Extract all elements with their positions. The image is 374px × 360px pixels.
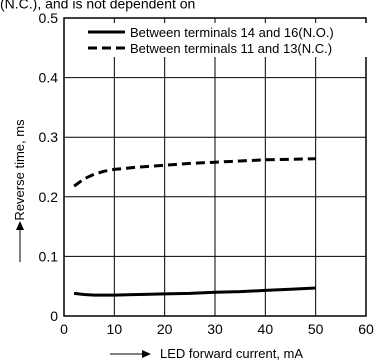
x-axis-label: LED forward current, mA xyxy=(160,346,303,360)
legend: Between terminals 14 and 16(N.O.)Between… xyxy=(84,23,370,57)
y-axis-arrow-head xyxy=(16,221,24,230)
x-axis-title: LED forward current, mA xyxy=(110,346,303,360)
x-tick-label: 60 xyxy=(358,321,374,337)
legend-label-2: Between terminals 11 and 13(N.C.) xyxy=(130,41,332,56)
legend-label-1: Between terminals 14 and 16(N.O.) xyxy=(130,25,334,40)
y-axis-title: Reverse time, ms xyxy=(12,119,27,262)
x-tick-label: 40 xyxy=(258,321,274,337)
series-line-1 xyxy=(73,286,316,297)
y-tick-label: 0 xyxy=(50,308,58,324)
grid xyxy=(64,18,366,316)
series-line-2 xyxy=(73,157,316,188)
x-tick-label: 50 xyxy=(308,321,324,337)
x-axis-arrow-head xyxy=(142,350,151,358)
y-axis-label: Reverse time, ms xyxy=(12,119,27,221)
y-tick-labels: 0 0.1 0.2 0.3 0.4 0.5 xyxy=(39,10,59,324)
y-tick-label: 0.2 xyxy=(39,189,59,205)
x-tick-labels: 0 10 20 30 40 50 60 xyxy=(60,321,374,337)
y-tick-label: 0.3 xyxy=(39,129,59,145)
legend-background xyxy=(84,23,370,57)
x-tick-label: 0 xyxy=(60,321,68,337)
plot-frame xyxy=(63,17,367,317)
x-tick-label: 10 xyxy=(107,321,123,337)
header-fragment: (N.C.), and is not dependent on xyxy=(0,0,195,11)
series-layer xyxy=(73,157,316,297)
x-tick-label: 20 xyxy=(157,321,173,337)
y-tick-label: 0.1 xyxy=(39,248,59,264)
x-tick-label: 30 xyxy=(207,321,223,337)
y-tick-label: 0.4 xyxy=(39,70,59,86)
y-tick-label: 0.5 xyxy=(39,10,59,26)
